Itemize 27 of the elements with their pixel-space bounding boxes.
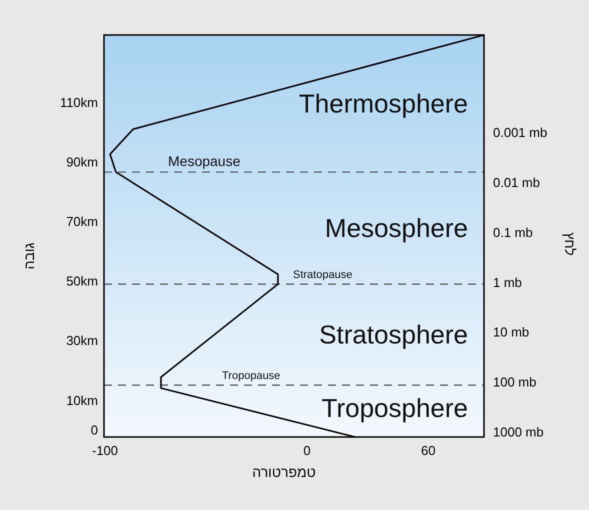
- y-tick-label: 30km: [66, 333, 98, 348]
- x-axis-title: טמפרטורה: [252, 464, 316, 480]
- y-tick-label: 50km: [66, 274, 98, 289]
- y-tick-label: 0: [90, 422, 98, 438]
- y2-axis-title: לחץ: [562, 232, 578, 256]
- annotation: Troposphere: [322, 393, 468, 424]
- y2-tick-label: 0.01 mb: [493, 175, 540, 190]
- y-axis-title: גובה: [21, 242, 37, 270]
- annotation: Thermosphere: [298, 88, 468, 119]
- x-tick-label: 60: [421, 443, 436, 458]
- y2-tick-label: 0.1 mb: [493, 224, 533, 240]
- y-tick-label: 90km: [66, 154, 98, 170]
- y-tick-label: 70km: [66, 214, 98, 230]
- annotation: Mesosphere: [324, 213, 468, 244]
- x-tick-label: 0: [303, 443, 311, 458]
- ref-line-label: Tropopause: [222, 370, 280, 382]
- y-tick-label: 110km: [60, 94, 98, 110]
- y2-tick-label: 1 mb: [493, 274, 522, 290]
- y2-tick-label: 100 mb: [493, 374, 536, 390]
- y2-tick-label: 10 mb: [493, 324, 530, 340]
- y2-tick-label: 0.001 mb: [493, 125, 548, 140]
- annotation: Stratosphere: [319, 320, 468, 350]
- x-tick-label: -100: [92, 443, 118, 458]
- y2-tick-label: 1000 mb: [493, 424, 544, 440]
- ref-line-label: Stratopause: [293, 269, 352, 282]
- y-tick-label: 10km: [66, 392, 98, 408]
- ref-line-label: Mesopause: [168, 153, 241, 170]
